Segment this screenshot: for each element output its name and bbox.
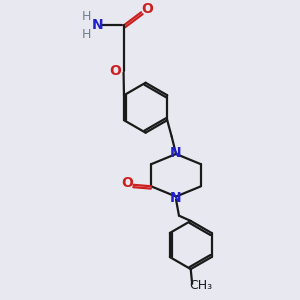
Text: H: H xyxy=(82,28,92,41)
Text: O: O xyxy=(121,176,133,190)
Text: N: N xyxy=(91,19,103,32)
Text: CH₃: CH₃ xyxy=(189,279,213,292)
Text: O: O xyxy=(110,64,121,78)
Text: N: N xyxy=(170,191,182,205)
Text: N: N xyxy=(170,146,182,160)
Text: O: O xyxy=(141,2,153,16)
Text: H: H xyxy=(82,10,92,23)
